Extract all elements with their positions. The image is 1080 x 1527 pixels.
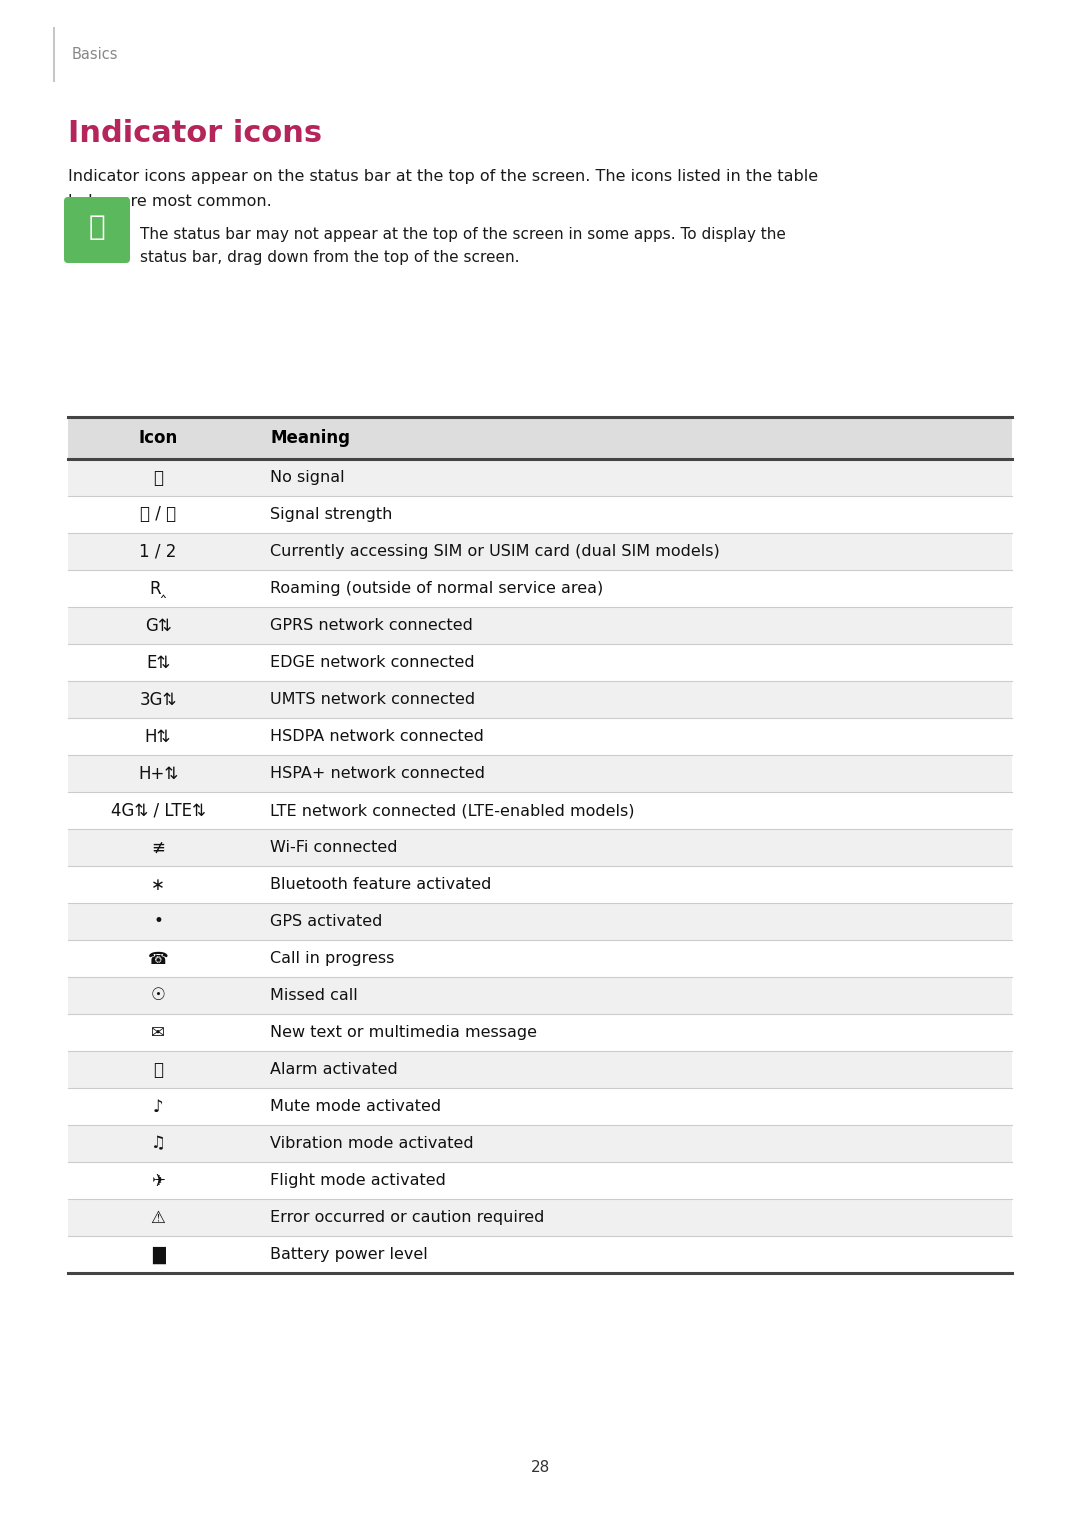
Text: No signal: No signal: [270, 470, 345, 486]
Bar: [68, 608, 1012, 644]
Text: 3G⇅: 3G⇅: [139, 690, 177, 709]
Text: ✉: ✉: [151, 1023, 165, 1041]
Bar: [68, 941, 1012, 977]
Text: █: █: [151, 1246, 164, 1263]
Bar: [68, 1051, 1012, 1089]
Text: The status bar may not appear at the top of the screen in some apps. To display : The status bar may not appear at the top…: [140, 228, 786, 241]
Bar: [68, 977, 1012, 1014]
Text: ☉: ☉: [150, 986, 165, 1005]
Text: Mute mode activated: Mute mode activated: [270, 1099, 441, 1115]
Text: UMTS network connected: UMTS network connected: [270, 692, 475, 707]
Text: Basics: Basics: [72, 47, 119, 63]
Text: Signal strength: Signal strength: [270, 507, 392, 522]
Text: ⓧ: ⓧ: [153, 469, 163, 487]
FancyBboxPatch shape: [64, 197, 130, 263]
Text: GPRS network connected: GPRS network connected: [270, 618, 473, 634]
Bar: [68, 793, 1012, 829]
Text: R‸: R‸: [149, 580, 166, 597]
Text: 1 / 2: 1 / 2: [139, 542, 177, 560]
Text: ⏰: ⏰: [89, 212, 106, 241]
Text: H+⇅: H+⇅: [138, 765, 178, 782]
Bar: [68, 570, 1012, 608]
Text: 28: 28: [530, 1460, 550, 1475]
Bar: [68, 866, 1012, 902]
Bar: [68, 644, 1012, 681]
Bar: [68, 1125, 1012, 1162]
Text: G⇅: G⇅: [145, 617, 172, 635]
Text: Bluetooth feature activated: Bluetooth feature activated: [270, 876, 491, 892]
Text: ☎: ☎: [148, 950, 168, 968]
Text: HSPA+ network connected: HSPA+ network connected: [270, 767, 485, 780]
Text: •: •: [153, 913, 163, 930]
Text: ♪: ♪: [152, 1098, 163, 1116]
Text: EDGE network connected: EDGE network connected: [270, 655, 474, 670]
Text: LTE network connected (LTE-enabled models): LTE network connected (LTE-enabled model…: [270, 803, 635, 818]
Bar: [68, 533, 1012, 570]
Bar: [68, 902, 1012, 941]
Bar: [68, 1235, 1012, 1274]
Text: Alarm activated: Alarm activated: [270, 1061, 397, 1077]
Text: Vibration mode activated: Vibration mode activated: [270, 1136, 474, 1151]
Bar: [68, 1162, 1012, 1199]
Text: ≢: ≢: [151, 838, 165, 857]
Text: Indicator icons: Indicator icons: [68, 119, 322, 148]
Text: E⇅: E⇅: [146, 654, 171, 672]
Text: Flight mode activated: Flight mode activated: [270, 1173, 446, 1188]
Text: Wi-Fi connected: Wi-Fi connected: [270, 840, 397, 855]
Text: status bar, drag down from the top of the screen.: status bar, drag down from the top of th…: [140, 250, 519, 266]
Text: ⎙ / ⎙: ⎙ / ⎙: [140, 505, 176, 524]
Text: Indicator icons appear on the status bar at the top of the screen. The icons lis: Indicator icons appear on the status bar…: [68, 169, 819, 183]
Bar: [68, 718, 1012, 754]
Text: Missed call: Missed call: [270, 988, 357, 1003]
Text: ⚠: ⚠: [150, 1208, 165, 1226]
Text: GPS activated: GPS activated: [270, 915, 382, 928]
Bar: [68, 496, 1012, 533]
Text: Error occurred or caution required: Error occurred or caution required: [270, 1209, 544, 1225]
Bar: [68, 1089, 1012, 1125]
Text: below are most common.: below are most common.: [68, 194, 272, 209]
Text: HSDPA network connected: HSDPA network connected: [270, 728, 484, 744]
Text: Icon: Icon: [138, 429, 177, 447]
Text: ♫: ♫: [150, 1135, 165, 1153]
Text: H⇅: H⇅: [145, 727, 172, 745]
Bar: [68, 417, 1012, 460]
Text: New text or multimedia message: New text or multimedia message: [270, 1025, 537, 1040]
Text: ✈: ✈: [151, 1171, 165, 1190]
Text: Roaming (outside of normal service area): Roaming (outside of normal service area): [270, 580, 604, 596]
Bar: [68, 1199, 1012, 1235]
Text: Currently accessing SIM or USIM card (dual SIM models): Currently accessing SIM or USIM card (du…: [270, 544, 719, 559]
Bar: [68, 754, 1012, 793]
Bar: [68, 681, 1012, 718]
Bar: [68, 1014, 1012, 1051]
Text: ⏰: ⏰: [153, 1060, 163, 1078]
Bar: [68, 460, 1012, 496]
Bar: [68, 829, 1012, 866]
Text: ∗: ∗: [151, 875, 165, 893]
Text: Meaning: Meaning: [270, 429, 350, 447]
Text: Battery power level: Battery power level: [270, 1248, 428, 1261]
Text: Call in progress: Call in progress: [270, 951, 394, 967]
Text: 4G⇅ / LTE⇅: 4G⇅ / LTE⇅: [110, 802, 205, 820]
